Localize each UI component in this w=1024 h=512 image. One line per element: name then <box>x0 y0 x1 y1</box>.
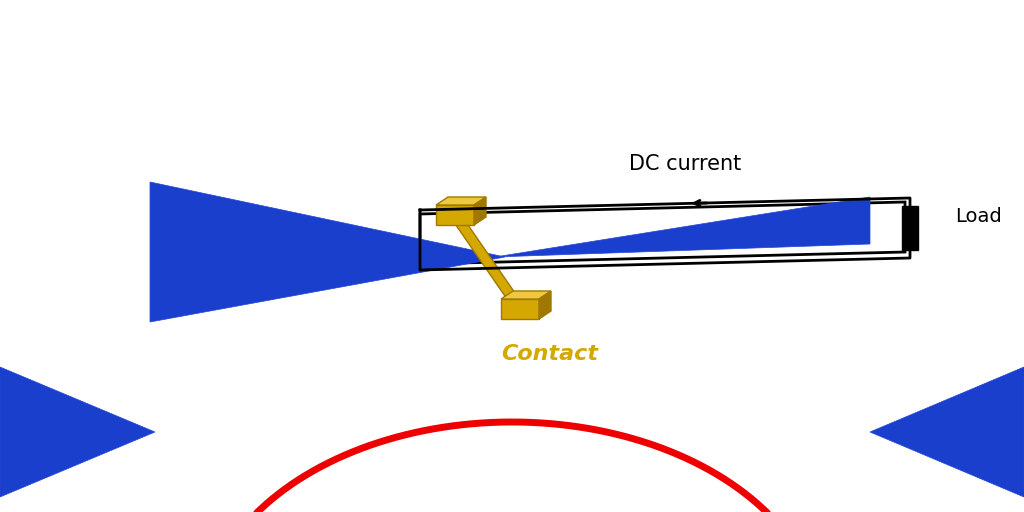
Polygon shape <box>436 205 474 225</box>
Polygon shape <box>451 212 524 312</box>
Polygon shape <box>150 182 505 322</box>
Polygon shape <box>539 291 551 319</box>
Polygon shape <box>0 367 155 497</box>
Bar <box>902 206 918 250</box>
Polygon shape <box>501 299 539 319</box>
Polygon shape <box>436 197 486 205</box>
Polygon shape <box>870 367 1024 497</box>
Text: Antenna: Antenna <box>177 207 283 227</box>
Polygon shape <box>474 197 486 225</box>
Polygon shape <box>420 202 905 264</box>
Polygon shape <box>501 291 551 299</box>
Text: DC current: DC current <box>629 154 741 174</box>
Text: Contact: Contact <box>502 344 598 364</box>
Text: Load: Load <box>955 206 1001 225</box>
Polygon shape <box>495 197 870 257</box>
